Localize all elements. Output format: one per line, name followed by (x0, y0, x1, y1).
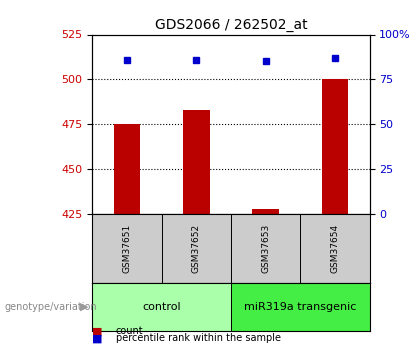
Text: GSM37653: GSM37653 (261, 224, 270, 273)
Bar (183, 110, 210, 214)
Bar (92, 214, 162, 283)
Text: genotype/variation: genotype/variation (4, 302, 97, 312)
Text: miR319a transgenic: miR319a transgenic (244, 302, 357, 312)
Text: ■: ■ (92, 333, 106, 343)
Text: GSM37654: GSM37654 (331, 224, 339, 273)
Bar (252, 208, 279, 214)
Text: ▶: ▶ (80, 302, 88, 312)
Text: GSM37652: GSM37652 (192, 224, 201, 273)
Bar (231, 214, 300, 283)
Bar (300, 214, 370, 283)
Bar (92, 283, 231, 331)
Text: percentile rank within the sample: percentile rank within the sample (116, 333, 281, 343)
Text: GSM37651: GSM37651 (123, 224, 131, 273)
Bar (322, 79, 348, 214)
Bar (162, 214, 231, 283)
Text: ■: ■ (92, 326, 106, 336)
Text: control: control (142, 302, 181, 312)
Title: GDS2066 / 262502_at: GDS2066 / 262502_at (155, 18, 307, 32)
Bar (114, 124, 140, 214)
Bar (231, 283, 370, 331)
Text: count: count (116, 326, 143, 336)
